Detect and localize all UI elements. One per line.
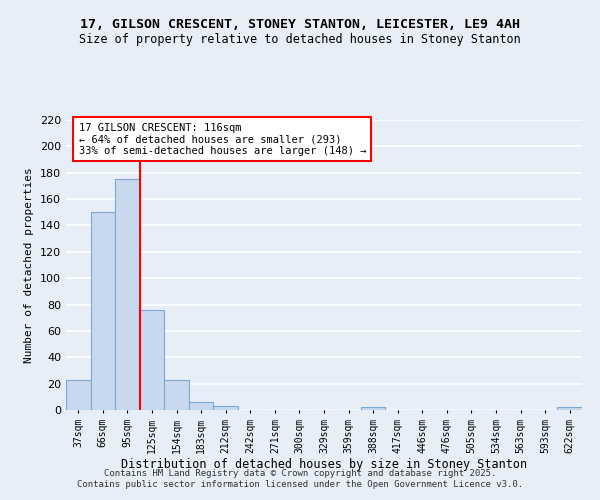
Y-axis label: Number of detached properties: Number of detached properties bbox=[25, 167, 34, 363]
Text: Contains public sector information licensed under the Open Government Licence v3: Contains public sector information licen… bbox=[77, 480, 523, 489]
Bar bbox=[115, 180, 140, 410]
Text: Size of property relative to detached houses in Stoney Stanton: Size of property relative to detached ho… bbox=[79, 32, 521, 46]
Bar bbox=[140, 310, 164, 410]
Bar bbox=[189, 402, 214, 410]
Bar bbox=[164, 380, 189, 410]
Text: 17 GILSON CRESCENT: 116sqm
← 64% of detached houses are smaller (293)
33% of sem: 17 GILSON CRESCENT: 116sqm ← 64% of deta… bbox=[79, 122, 366, 156]
Bar bbox=[361, 408, 385, 410]
Bar bbox=[214, 406, 238, 410]
Bar bbox=[91, 212, 115, 410]
Text: 17, GILSON CRESCENT, STONEY STANTON, LEICESTER, LE9 4AH: 17, GILSON CRESCENT, STONEY STANTON, LEI… bbox=[80, 18, 520, 30]
Bar bbox=[66, 380, 91, 410]
Text: Contains HM Land Registry data © Crown copyright and database right 2025.: Contains HM Land Registry data © Crown c… bbox=[104, 468, 496, 477]
X-axis label: Distribution of detached houses by size in Stoney Stanton: Distribution of detached houses by size … bbox=[121, 458, 527, 471]
Bar bbox=[557, 408, 582, 410]
